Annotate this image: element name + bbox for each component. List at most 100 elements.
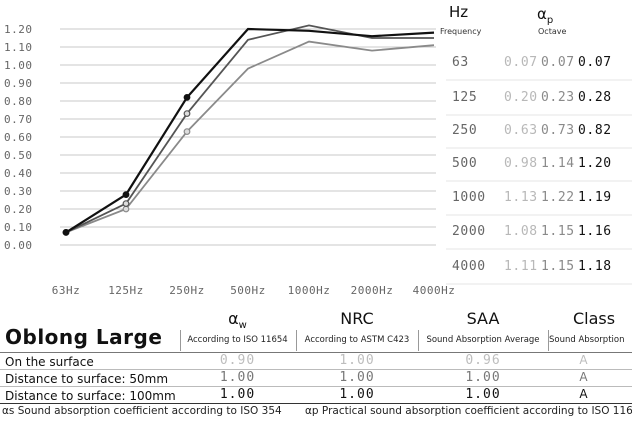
x-tick-label: 125Hz: [108, 284, 144, 297]
table-bottom-rule: [0, 403, 632, 404]
data-point: [122, 191, 130, 199]
data-point: [62, 228, 70, 236]
y-tick-label: 0.60: [4, 131, 33, 144]
x-tick-label: 1000Hz: [288, 284, 331, 297]
absorption-value: 0.23: [541, 90, 575, 105]
cell-saa: 1.00: [465, 370, 501, 385]
x-tick-label: 2000Hz: [351, 284, 394, 297]
y-tick-label: 0.90: [4, 77, 33, 90]
alpha-p-symbol: α: [537, 5, 547, 23]
frequency-label: 250: [452, 123, 477, 138]
cell-saa: 1.00: [465, 387, 501, 402]
y-tick-label: 1.00: [4, 59, 33, 72]
cell-alpha-w: 0.90: [219, 353, 256, 368]
absorption-value: 0.07: [504, 55, 538, 70]
absorption-value: 0.73: [541, 123, 575, 138]
frequency-label: 2000: [452, 224, 486, 239]
row-label: Distance to surface: 100mm: [5, 389, 176, 403]
data-point: [183, 128, 191, 136]
absorption-value: 1.13: [504, 190, 538, 205]
alpha-p-subscript: p: [547, 15, 553, 26]
col-sub-class: Sound Absorption: [549, 335, 625, 345]
col-head-alpha-w: αw: [180, 309, 295, 331]
alpha-p-header: αp: [537, 5, 553, 26]
cell-class: A: [579, 387, 589, 401]
frequency-header: Frequency: [440, 27, 482, 36]
x-tick-label: 500Hz: [230, 284, 266, 297]
row-label: On the surface: [5, 355, 94, 369]
absorption-value: 0.98: [504, 156, 538, 171]
alpha-w-symbol: α: [228, 309, 239, 328]
alpha-w-subscript: w: [238, 320, 247, 332]
absorption-value: 1.16: [578, 224, 612, 239]
absorption-value: 0.20: [504, 90, 538, 105]
data-point: [183, 110, 191, 117]
cell-class: A: [579, 353, 589, 367]
footnote-alpha-p: αp Practical sound absorption coefficien…: [305, 405, 632, 417]
column-divider: [296, 330, 297, 351]
absorption-value: 1.08: [504, 224, 538, 239]
absorption-value: 0.28: [578, 90, 612, 105]
y-tick-label: 0.00: [4, 239, 33, 252]
data-point: [122, 205, 130, 213]
y-axis-ticks: 1.20 1.10 1.00 0.90 0.80 0.70 0.60 0.50 0.40 0.30…: [4, 23, 33, 252]
y-tick-label: 1.10: [4, 41, 33, 54]
cell-class: A: [579, 370, 589, 384]
absorption-chart: 1.20 1.10 1.00 0.90 0.80 0.70 0.60 0.50 0.40 0.30…: [4, 3, 632, 297]
y-tick-label: 1.20: [4, 23, 33, 36]
x-tick-label: 63Hz: [52, 284, 81, 297]
absorption-value: 1.19: [578, 190, 612, 205]
absorption-value: 1.14: [541, 156, 575, 171]
absorption-value: 1.20: [578, 156, 612, 171]
frequency-label: 4000: [452, 259, 486, 274]
column-divider: [180, 330, 181, 351]
col-head-class: Class: [572, 309, 616, 328]
frequency-label: 500: [452, 156, 477, 171]
y-tick-label: 0.70: [4, 113, 33, 126]
cell-nrc: 1.00: [339, 353, 375, 368]
absorption-value: 1.15: [541, 224, 575, 239]
cell-saa: 0.96: [465, 353, 501, 368]
y-tick-label: 0.10: [4, 221, 33, 234]
x-tick-label: 250Hz: [169, 284, 205, 297]
cell-nrc: 1.00: [339, 387, 375, 402]
col-head-saa: SAA: [466, 309, 500, 328]
absorption-value: 0.63: [504, 123, 538, 138]
column-divider: [548, 330, 549, 351]
series-line: [65, 27, 435, 234]
hz-header: Hz: [449, 3, 468, 21]
series-line: [65, 24, 434, 234]
cell-nrc: 1.00: [339, 370, 375, 385]
frequency-label: 1000: [452, 190, 486, 205]
y-tick-label: 0.50: [4, 149, 33, 162]
column-divider: [418, 330, 419, 351]
footnote-alpha-s: αs Sound absorption coefficient accordin…: [2, 405, 282, 417]
absorption-value: 1.18: [578, 259, 612, 274]
absorption-value: 1.22: [541, 190, 575, 205]
table-header-rule: [0, 352, 632, 353]
col-sub-alpha-w: According to ISO 11654: [187, 335, 288, 345]
absorption-value: 0.82: [578, 123, 612, 138]
cell-alpha-w: 1.00: [219, 370, 256, 385]
data-point: [122, 200, 130, 208]
frequency-label: 63: [452, 55, 469, 70]
frequency-label: 125: [452, 90, 477, 105]
absorption-value: 1.15: [541, 259, 575, 274]
absorption-value: 0.07: [541, 55, 575, 70]
y-tick-label: 0.20: [4, 203, 33, 216]
octave-header: Octave: [538, 27, 566, 36]
series-lines: [62, 24, 435, 236]
x-axis-ticks: 63Hz 125Hz 250Hz 500Hz 1000Hz 2000Hz 4000Hz: [52, 284, 456, 297]
row-label: Distance to surface: 50mm: [5, 372, 169, 386]
col-sub-nrc: According to ASTM C423: [304, 335, 410, 345]
y-tick-label: 0.30: [4, 185, 33, 198]
frequency-table-header: Hz Frequency αp Octave: [440, 3, 566, 36]
x-tick-label: 4000Hz: [413, 284, 456, 297]
product-title: Oblong Large: [5, 325, 163, 349]
data-point: [183, 93, 191, 101]
col-head-nrc: NRC: [340, 309, 374, 328]
row-rule: [0, 369, 632, 370]
cell-alpha-w: 1.00: [219, 387, 256, 402]
row-rule: [0, 386, 632, 387]
